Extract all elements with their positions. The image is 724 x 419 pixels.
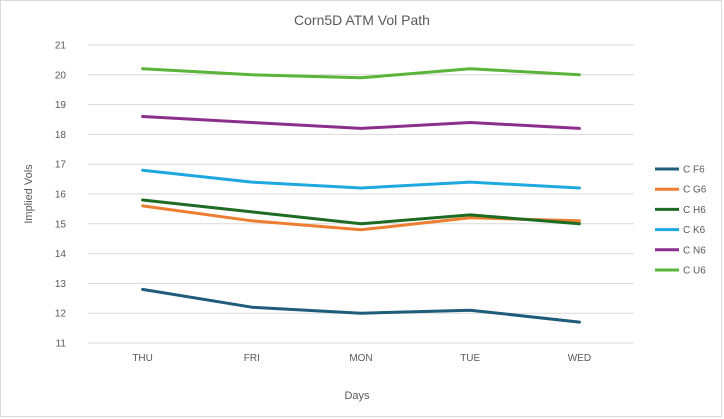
y-tick-label: 11 (56, 339, 67, 350)
legend: C F6 C G6 C H6 C K6 C N6 C U6 (655, 165, 707, 277)
y-tick-label: 12 (55, 309, 67, 320)
series-line-c-u6 (141, 67, 581, 80)
y-tick-label: 20 (55, 70, 67, 81)
legend-label: C U6 (683, 266, 706, 277)
y-tick-label: 13 (55, 279, 67, 290)
series-line-c-k6 (141, 168, 581, 190)
y-tick-label: 15 (55, 219, 67, 230)
series-line-c-n6 (141, 115, 581, 130)
y-tick-label: 19 (55, 100, 67, 111)
legend-item-c-k6: C K6 (655, 225, 706, 236)
y-tick-label: 21 (55, 41, 67, 52)
gridlines (88, 44, 634, 344)
x-tick-label-mon: MON (349, 353, 372, 364)
series-line-c-f6 (141, 287, 581, 324)
y-axis-title: Implied Vols (23, 164, 35, 224)
series-c-k6 (141, 168, 581, 190)
legend-item-c-g6: C G6 (655, 185, 707, 196)
y-tick-label: 16 (55, 190, 67, 201)
legend-item-c-u6: C U6 (655, 266, 706, 277)
chart-title: Corn5D ATM Vol Path (294, 12, 430, 28)
x-tick-label-tue: TUE (460, 353, 480, 364)
x-axis-title: Days (344, 390, 370, 402)
legend-item-c-n6: C N6 (655, 245, 706, 256)
legend-label: C N6 (683, 245, 706, 256)
y-tick-label: 14 (55, 249, 67, 260)
legend-label: C G6 (683, 185, 707, 196)
legend-item-c-f6: C F6 (655, 165, 705, 176)
legend-label: C H6 (683, 205, 706, 216)
series-c-n6 (141, 115, 581, 130)
y-tick-label: 18 (55, 130, 67, 141)
x-tick-label-fri: FRI (244, 353, 260, 364)
series-c-f6 (141, 287, 581, 324)
series-c-u6 (141, 67, 581, 80)
x-tick-label-wed: WED (568, 353, 591, 364)
x-axis-ticks: THU FRI MON TUE WED (132, 353, 591, 364)
x-tick-label-thu: THU (132, 353, 153, 364)
legend-label: C F6 (683, 165, 705, 176)
y-axis-ticks: 11 12 13 14 15 16 17 18 19 20 21 (55, 41, 67, 350)
legend-item-c-h6: C H6 (655, 205, 706, 216)
y-tick-label: 17 (55, 160, 67, 171)
series-lines (141, 67, 581, 324)
series-c-h6 (141, 198, 581, 226)
legend-label: C K6 (683, 225, 706, 236)
